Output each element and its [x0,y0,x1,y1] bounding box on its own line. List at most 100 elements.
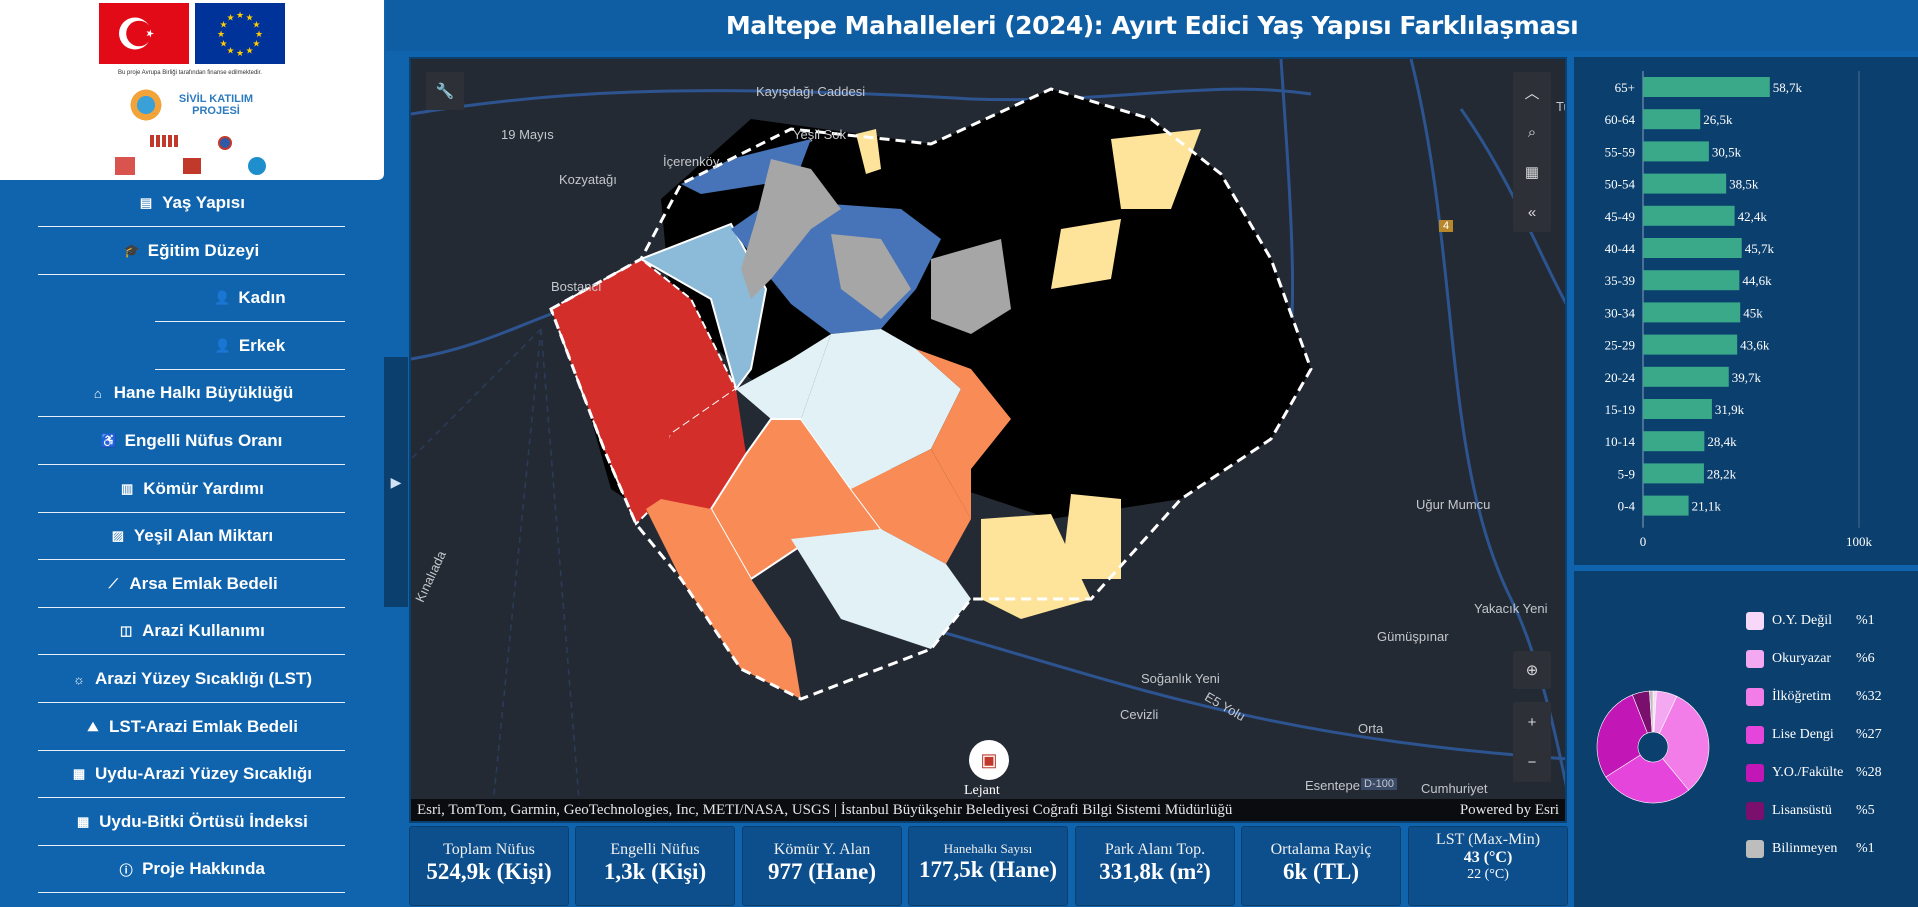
bar-data-label: 45k [1743,305,1763,320]
pie-slice[interactable] [1596,694,1648,778]
kpi-card: LST (Max-Min) 43 (°C) 22 (°C) [1408,826,1568,906]
map-label: Yeşil Sok [793,127,846,142]
map-label: Yakacık Yeni [1474,601,1548,616]
legend-item[interactable]: Okuryazar %6 [1746,649,1875,669]
legend-item[interactable]: İlköğretim %32 [1746,687,1882,707]
zoom-out-icon[interactable]: − [1527,753,1537,771]
kpi-card: Kömür Y. Alan 977 (Hane) [742,826,902,906]
legend-swatch [1746,612,1764,630]
svg-text:★: ★ [236,48,244,58]
home-icon: ⌂ [93,385,102,401]
bar-data-label: 44,6k [1742,273,1772,288]
nav-item-label: Hane Halkı Büyüklüğü [113,383,294,403]
nav-item-8[interactable]: ▨ Yeşil Alan Miktarı [38,513,345,561]
graduation-cap-icon: 🎓 [123,242,140,258]
search-icon[interactable]: ⌕ [1527,123,1537,141]
choropleth-map[interactable] [411,59,1567,823]
nav-item-label: Kömür Yardımı [143,478,264,498]
nav-item-12[interactable]: ⛰ LST-Arazi Emlak Bedeli [38,704,345,751]
legend-item[interactable]: O.Y. Değil %1 [1746,611,1875,631]
nav-item-5[interactable]: ⌂ Hane Halkı Büyüklüğü [38,370,345,418]
map-label: Soğanlık Yeni [1141,671,1220,686]
bar [1643,270,1740,291]
nav-item-2[interactable]: 🎓 Eğitim Düzeyi [38,228,345,275]
satellite-icon: ▦ [76,813,90,829]
kpi-value: 1,3k (Kişi) [603,859,707,884]
turkey-flag-logo [99,3,189,64]
nav-item-label: Uydu-Arazi Yüzey Sıcaklığı [95,764,312,784]
nav-item-label: Engelli Nüfus Oranı [124,431,283,450]
kpi-label: LST (Max-Min) [1435,831,1541,848]
bar-category-label: 45-49 [1605,209,1635,224]
legend-item[interactable]: Lise Dengi %27 [1746,725,1882,745]
nav-item-15[interactable]: ⓘ Proje Hakkında [38,846,345,894]
qr-code-icon[interactable]: ▦ [1524,164,1540,181]
bar-category-label: 55-59 [1605,144,1635,159]
map-tools-button[interactable]: 🔧 [426,72,464,110]
svg-text:★: ★ [220,39,228,49]
bar [1643,463,1704,484]
bar-category-label: 30-34 [1605,305,1636,320]
bar-data-label: 38,5k [1729,177,1759,192]
bar-category-label: 25-29 [1605,338,1635,353]
nav-item-1[interactable]: ▤ Yaş Yapısı [38,180,345,227]
nav-item-10[interactable]: ◫ Arazi Kullanımı [38,608,345,656]
pie-slice[interactable] [1649,690,1654,733]
legend-swatch [1746,840,1764,858]
bar [1643,238,1742,258]
bar [1643,334,1738,355]
bar-category-label: 35-39 [1605,273,1635,288]
nav-item-label: Yeşil Alan Miktarı [133,526,274,546]
nav-item-label: Arsa Emlak Bedeli [129,573,278,593]
sidebar-collapse-toggle[interactable]: ▶ [384,357,408,607]
bar-category-label: 50-54 [1605,177,1636,192]
header: Maltepe Mahalleleri (2024): Ayırt Edici … [386,0,1918,51]
nav-item-11[interactable]: ☼ Arazi Yüzey Sıcaklığı (LST) [38,656,345,703]
legend-item[interactable]: Bilinmeyen %1 [1746,839,1875,859]
legend-button[interactable]: ▣ [969,740,1009,780]
kpi-label: Toplam Nüfus [443,841,535,858]
x-tick-label: 0 [1640,534,1647,549]
nav-item-3[interactable]: 👤 Kadın [155,275,345,323]
map-label: Kayışdağı Caddesi [756,84,866,99]
pie-slice[interactable] [1658,695,1710,791]
legend-label: Lisansüstü [1772,803,1832,818]
legend-item[interactable]: Y.O./Fakülte %28 [1746,763,1882,783]
nav-item-7[interactable]: ▥ Kömür Yardımı [38,466,345,513]
kpi-label: Ortalama Rayiç [1270,841,1372,858]
education-pie-chart-panel: O.Y. Değil %1 Okuryazar %6 İlköğretim %32 Lise… [1574,571,1918,907]
powered-by-esri[interactable]: Powered by Esri [1459,801,1559,818]
legend-item[interactable]: Lisansüstü %5 [1746,801,1875,821]
bar [1643,399,1712,419]
svg-text:★: ★ [220,20,228,30]
nav-item-13[interactable]: ▦ Uydu-Arazi Yüzey Sıcaklığı [38,751,345,799]
legend-label: İlköğretim [1772,689,1832,704]
bar-chart-icon: ▤ [139,195,153,210]
partner-logo [150,135,180,147]
nav-item-14[interactable]: ▦ Uydu-Bitki Örtüsü İndeksi [38,799,345,846]
legend-value: %5 [1856,803,1875,818]
chevrons-left-icon[interactable]: « [1527,203,1537,221]
legend-value: %1 [1856,613,1875,628]
kpi-value: 177,5k (Hane) [919,857,1057,882]
map-label: Cevizli [1120,707,1159,722]
user-icon: 👤 [214,337,231,353]
nav-item-4[interactable]: 👤 Erkek [155,323,345,370]
age-bar-chart: 65+ 58,7k 60-64 26,5k 55-59 30,5k 50-54 38,5k 45… [1605,71,1873,549]
nav-item-label: Proje Hakkında [142,859,265,879]
legend-value: %1 [1856,841,1875,856]
bar-data-label: 43,6k [1740,338,1770,353]
kpi-card: Park Alanı Top. 331,8k (m²) [1075,826,1235,906]
map-view[interactable]: Kayışdağı Caddesi 19 Mayıs Yeşil Sok İçe… [409,57,1567,823]
locate-button[interactable]: ⊕ [1513,651,1551,689]
kpi-card: Hanehalkı Sayısı 177,5k (Hane) [908,826,1068,906]
nav-item-6[interactable]: ♿ Engelli Nüfus Oranı [38,418,345,465]
collapse-up-icon[interactable]: ︿ [1524,84,1540,102]
svg-text:★: ★ [252,20,260,30]
zoom-in-icon[interactable]: + [1527,713,1537,731]
nav-item-9[interactable]: ⟋ Arsa Emlak Bedeli [38,561,345,608]
pie-slice[interactable] [1605,754,1690,804]
user-icon: 👤 [214,290,231,306]
bar [1643,205,1735,226]
kpi-card: Engelli Nüfus 1,3k (Kişi) [575,826,735,906]
